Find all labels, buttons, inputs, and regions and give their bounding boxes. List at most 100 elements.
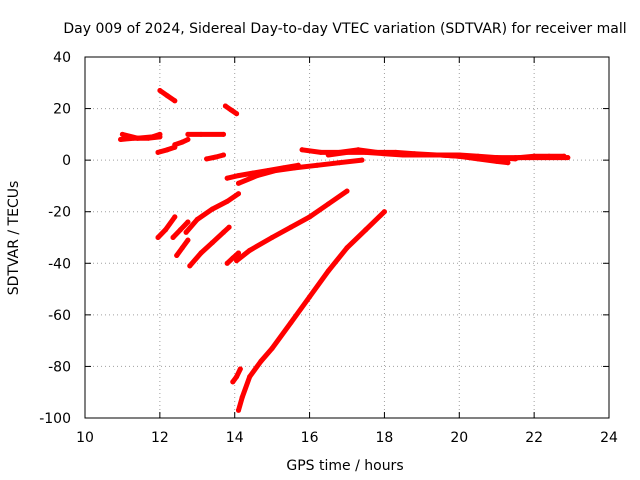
series-line	[119, 131, 163, 141]
y-axis-label: SDTVAR / TECUs	[6, 181, 22, 296]
data-point	[234, 258, 240, 264]
series-arc-23	[501, 153, 567, 162]
x-axis-label: GPS time / hours	[286, 458, 403, 474]
data-point	[237, 366, 243, 372]
series-arc-08	[222, 103, 240, 117]
grid	[85, 57, 609, 418]
data-point	[258, 358, 264, 364]
data-point	[239, 394, 245, 400]
series-arc-10	[170, 219, 191, 240]
data-point	[228, 107, 234, 113]
data-point	[164, 93, 170, 99]
series-arc-05	[157, 88, 178, 104]
data-point	[236, 191, 241, 197]
data-series	[118, 88, 571, 413]
data-point	[224, 260, 230, 266]
data-point	[546, 153, 552, 159]
data-point	[177, 227, 183, 233]
plot-border	[84, 56, 610, 419]
data-point	[236, 250, 241, 256]
series-arc-12	[183, 191, 241, 235]
data-point	[209, 206, 215, 212]
x-tick-label: 14	[226, 430, 244, 446]
data-point	[344, 188, 350, 194]
series-arc-02	[119, 131, 163, 141]
series-arc-15	[234, 188, 350, 264]
data-point	[209, 240, 215, 246]
data-point	[561, 153, 567, 159]
series-arc-09	[155, 214, 178, 240]
series-arc-16	[230, 366, 243, 385]
x-tick-label: 20	[450, 430, 468, 446]
data-point	[172, 214, 178, 220]
data-point	[157, 131, 163, 137]
series-arc-17	[236, 209, 387, 413]
data-point	[119, 131, 125, 137]
y-tick-label: 40	[53, 50, 71, 66]
data-point	[118, 137, 124, 142]
data-point	[194, 216, 200, 222]
series-arc-11	[174, 237, 191, 258]
data-point	[505, 160, 511, 166]
data-point	[337, 160, 342, 166]
data-point	[273, 168, 279, 173]
y-tick-label: -80	[48, 359, 71, 375]
data-point	[307, 294, 313, 300]
x-tick-label: 22	[525, 430, 543, 446]
data-point	[222, 103, 228, 109]
data-point	[221, 229, 226, 235]
series-arc-13	[187, 224, 232, 269]
data-point	[247, 374, 253, 380]
data-point	[381, 209, 387, 215]
data-point	[325, 268, 331, 274]
data-point	[247, 247, 253, 253]
data-point	[314, 162, 320, 168]
data-point	[149, 134, 155, 140]
data-point	[163, 227, 168, 233]
data-point	[174, 253, 180, 258]
series-arc-04	[172, 137, 191, 148]
data-point	[325, 152, 331, 158]
data-point	[288, 320, 294, 326]
data-point	[155, 235, 161, 240]
data-point	[363, 149, 369, 155]
data-point	[226, 224, 232, 230]
data-point	[221, 131, 226, 137]
data-point	[224, 175, 230, 181]
data-point	[299, 147, 305, 153]
series-arc-19	[236, 157, 365, 186]
data-point	[134, 135, 140, 141]
data-point	[155, 149, 161, 155]
data-point	[516, 155, 522, 161]
data-point	[204, 156, 210, 162]
data-point	[292, 165, 298, 171]
y-tick-label: -60	[48, 308, 71, 324]
chart-title: Day 009 of 2024, Sidereal Day-to-day VTE…	[63, 21, 626, 37]
data-point	[185, 237, 191, 243]
data-point	[344, 245, 350, 251]
y-tick-label: -40	[48, 256, 71, 272]
ticks: 10 12 14 16 18 20 22 24 -100 -80 -60 -40 -20 0 20 40	[39, 50, 618, 446]
data-point	[164, 147, 170, 153]
data-point	[359, 157, 365, 163]
data-point	[318, 149, 324, 155]
x-tick-label: 18	[376, 430, 394, 446]
data-point	[230, 379, 236, 385]
series-arc-06	[185, 131, 226, 137]
data-point	[157, 88, 163, 93]
data-point	[213, 154, 219, 160]
data-point	[198, 250, 204, 256]
data-point	[344, 149, 350, 155]
data-point	[185, 131, 191, 137]
series-arc-14	[224, 250, 241, 266]
x-tick-label: 10	[76, 430, 94, 446]
data-point	[185, 219, 191, 225]
data-point	[234, 374, 240, 380]
data-point	[269, 345, 275, 351]
data-point	[269, 235, 275, 240]
data-point	[456, 153, 462, 159]
series-arc-22	[438, 152, 511, 166]
series-arc-07	[204, 152, 226, 162]
